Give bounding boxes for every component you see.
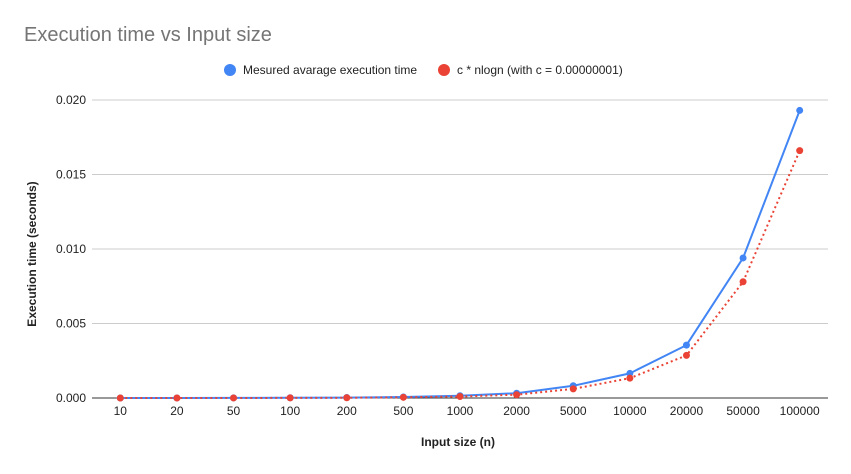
series-2-point [399, 393, 407, 401]
x-axis-ticks: 10 20 50 100 200 500 1000 2000 5000 10000 20000 500… [114, 404, 820, 418]
series-2-point [286, 394, 294, 402]
x-tick-label: 2000 [503, 404, 530, 418]
x-tick-label: 50 [227, 404, 241, 418]
legend-marker-1 [224, 64, 236, 76]
series-2-point [456, 393, 464, 401]
series-2-point [230, 394, 238, 402]
x-tick-label: 100000 [780, 404, 820, 418]
x-axis-title: Input size (n) [421, 435, 495, 449]
y-axis-ticks: 0.000 0.005 0.010 0.015 0.020 [56, 93, 86, 405]
y-tick-label: 0.015 [56, 168, 86, 182]
x-tick-label: 200 [337, 404, 357, 418]
series-2-point [513, 391, 521, 399]
x-tick-label: 20 [170, 404, 184, 418]
series-2-point [173, 394, 181, 402]
series-1-point [796, 106, 804, 114]
series-2-point [569, 385, 577, 393]
series-line-1 [120, 110, 801, 399]
x-tick-label: 500 [393, 404, 413, 418]
gridlines [92, 99, 828, 399]
x-tick-label: 20000 [670, 404, 704, 418]
series-2-point [796, 147, 804, 155]
x-tick-label: 50000 [726, 404, 760, 418]
chart-title: Execution time vs Input size [24, 24, 272, 46]
series-2-point [739, 278, 747, 286]
series-line-2 [120, 150, 801, 399]
series-2-point [626, 374, 634, 382]
y-axis-title: Execution time (seconds) [25, 181, 39, 326]
x-tick-label: 1000 [447, 404, 474, 418]
x-tick-label: 5000 [560, 404, 587, 418]
x-tick-label: 10 [114, 404, 128, 418]
series-1-point [739, 254, 747, 262]
legend-label-1: Mesured avarage execution time [243, 63, 417, 77]
y-tick-label: 0.010 [56, 242, 86, 256]
series-1-point [682, 341, 690, 349]
series-2-point [682, 351, 690, 359]
series-2-point [343, 394, 351, 402]
y-tick-label: 0.000 [56, 391, 86, 405]
x-tick-label: 10000 [613, 404, 647, 418]
legend-label-2: c * nlogn (with c = 0.00000001) [457, 63, 623, 77]
y-tick-label: 0.020 [56, 93, 86, 107]
y-tick-label: 0.005 [56, 317, 86, 331]
x-tick-label: 100 [280, 404, 300, 418]
series-2-point [116, 394, 124, 402]
legend: Mesured avarage execution time c * nlogn … [224, 63, 623, 77]
series-layer [116, 106, 804, 402]
legend-marker-2 [438, 64, 450, 76]
